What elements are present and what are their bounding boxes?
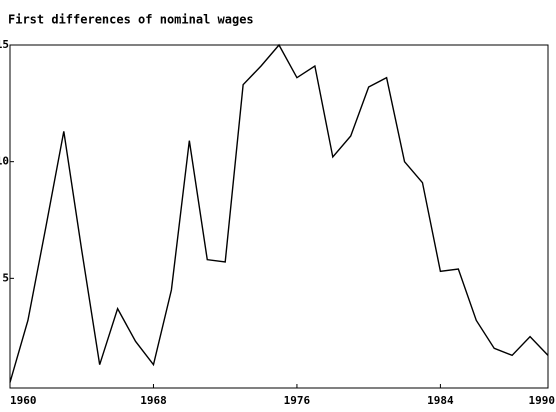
x-tick-label: 1968 xyxy=(140,394,167,407)
x-tick-label: 1960 xyxy=(10,394,37,407)
plot-frame xyxy=(9,44,549,389)
x-tick-label: 1984 xyxy=(427,394,454,407)
line xyxy=(9,43,549,383)
chart-title: First differences of nominal wages xyxy=(8,13,254,27)
y-tick-label: 10 xyxy=(0,155,9,168)
x-tick-label: 1976 xyxy=(284,394,311,407)
x-tick-label: 1990 xyxy=(529,394,556,407)
y-tick-label: 15 xyxy=(0,38,9,51)
y-tick-label: 5 xyxy=(2,271,9,284)
